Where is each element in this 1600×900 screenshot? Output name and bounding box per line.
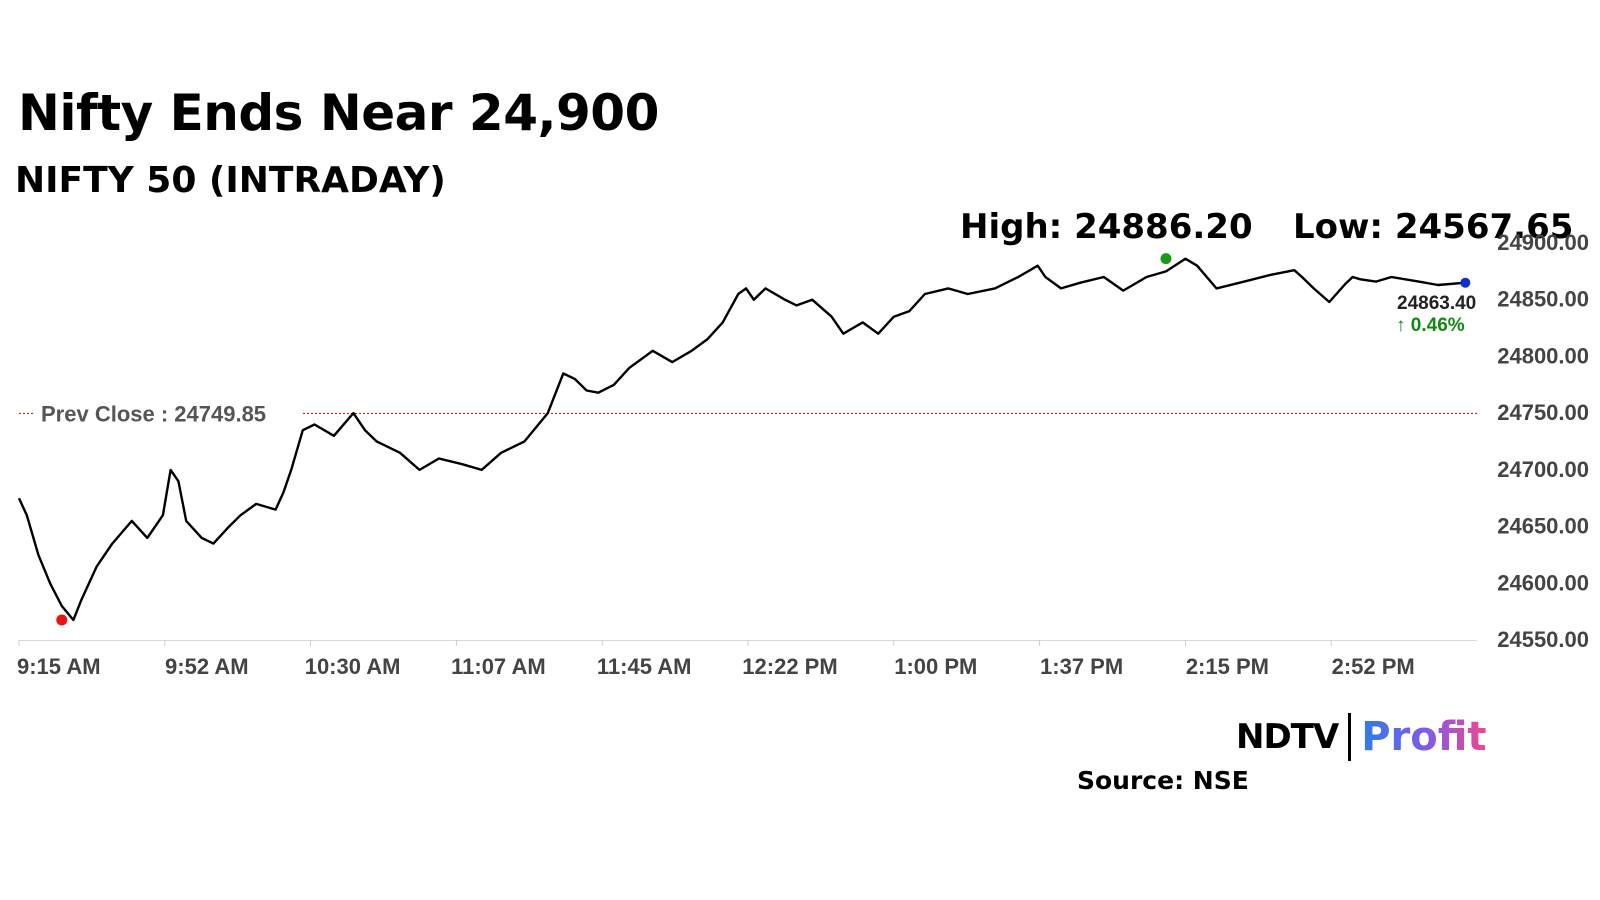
ndtv-profit-logo: NDTV Profit (1236, 712, 1486, 762)
ndtv-wordmark: NDTV (1236, 717, 1339, 757)
y-tick-label: 24800.00 (1497, 343, 1589, 368)
y-tick-label: 24600.00 (1497, 570, 1589, 595)
x-tick-label: 11:45 AM (597, 654, 692, 679)
prev-close-label: Prev Close : 24749.85 (41, 401, 266, 426)
x-tick-label: 1:00 PM (894, 654, 977, 679)
change-percent-label: ↑ 0.46% (1396, 315, 1465, 336)
day-low-label: Low: 24567.65 (1293, 207, 1574, 247)
x-tick-label: 1:37 PM (1040, 654, 1123, 679)
x-tick-label: 2:15 PM (1186, 654, 1269, 679)
headline: Nifty Ends Near 24,900 (18, 84, 659, 142)
source-note: Source: NSE (1077, 766, 1249, 795)
low-marker (56, 614, 68, 626)
x-tick-label: 9:52 AM (165, 654, 249, 679)
profit-wordmark: Profit (1361, 714, 1487, 760)
day-high-label: High: 24886.20 (960, 207, 1253, 247)
x-tick-label: 11:07 AM (451, 654, 546, 679)
y-tick-label: 24550.00 (1497, 627, 1589, 652)
y-tick-label: 24900.00 (1497, 230, 1589, 255)
last-price-marker (1460, 277, 1471, 288)
x-tick-label: 9:15 AM (17, 654, 101, 679)
high-marker (1160, 253, 1172, 265)
logo-separator (1348, 713, 1352, 761)
y-tick-label: 24850.00 (1497, 287, 1589, 312)
y-tick-label: 24750.00 (1497, 400, 1589, 425)
last-price-label: 24863.40 (1397, 293, 1476, 314)
x-tick-label: 12:22 PM (742, 654, 837, 679)
y-tick-label: 24700.00 (1497, 457, 1589, 482)
x-tick-label: 2:52 PM (1332, 654, 1415, 679)
prev-close-label-bg (34, 398, 302, 429)
chart-subtitle: NIFTY 50 (INTRADAY) (15, 160, 446, 201)
y-tick-label: 24650.00 (1497, 514, 1589, 539)
x-tick-label: 10:30 AM (305, 654, 401, 679)
price-line (17, 257, 1466, 622)
